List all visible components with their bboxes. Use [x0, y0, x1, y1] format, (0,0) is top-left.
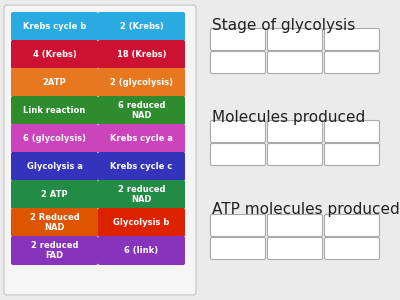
- FancyBboxPatch shape: [268, 238, 322, 260]
- FancyBboxPatch shape: [324, 121, 380, 142]
- FancyBboxPatch shape: [324, 143, 380, 166]
- FancyBboxPatch shape: [98, 236, 185, 265]
- Text: 2 reduced
NAD: 2 reduced NAD: [118, 185, 165, 204]
- FancyBboxPatch shape: [210, 214, 266, 236]
- Text: Glycolysis a: Glycolysis a: [26, 162, 82, 171]
- FancyBboxPatch shape: [268, 143, 322, 166]
- FancyBboxPatch shape: [11, 96, 98, 125]
- FancyBboxPatch shape: [324, 214, 380, 236]
- FancyBboxPatch shape: [98, 180, 185, 209]
- Text: ATP molecules produced: ATP molecules produced: [212, 202, 400, 217]
- FancyBboxPatch shape: [324, 28, 380, 50]
- Text: Link reaction: Link reaction: [23, 106, 86, 115]
- FancyBboxPatch shape: [11, 124, 98, 153]
- Text: 6 reduced
NAD: 6 reduced NAD: [118, 101, 165, 120]
- Text: Krebs cycle c: Krebs cycle c: [110, 162, 173, 171]
- Text: 2 (Krebs): 2 (Krebs): [120, 22, 163, 31]
- FancyBboxPatch shape: [98, 152, 185, 181]
- FancyBboxPatch shape: [98, 40, 185, 69]
- FancyBboxPatch shape: [268, 121, 322, 142]
- Text: 4 (Krebs): 4 (Krebs): [33, 50, 76, 59]
- FancyBboxPatch shape: [210, 238, 266, 260]
- FancyBboxPatch shape: [210, 28, 266, 50]
- FancyBboxPatch shape: [11, 236, 98, 265]
- FancyBboxPatch shape: [98, 208, 185, 237]
- Text: 2ATP: 2ATP: [43, 78, 66, 87]
- FancyBboxPatch shape: [11, 208, 98, 237]
- Text: 2 ATP: 2 ATP: [41, 190, 68, 199]
- Text: 18 (Krebs): 18 (Krebs): [117, 50, 166, 59]
- Text: Glycolysis b: Glycolysis b: [113, 218, 170, 227]
- FancyBboxPatch shape: [210, 143, 266, 166]
- Text: 6 (link): 6 (link): [124, 246, 158, 255]
- Text: 2 Reduced
NAD: 2 Reduced NAD: [30, 213, 79, 232]
- FancyBboxPatch shape: [11, 40, 98, 69]
- FancyBboxPatch shape: [268, 28, 322, 50]
- FancyBboxPatch shape: [324, 238, 380, 260]
- Text: Stage of glycolysis: Stage of glycolysis: [212, 18, 355, 33]
- Text: Molecules produced: Molecules produced: [212, 110, 365, 125]
- FancyBboxPatch shape: [210, 121, 266, 142]
- Text: 6 (glycolysis): 6 (glycolysis): [23, 134, 86, 143]
- FancyBboxPatch shape: [98, 124, 185, 153]
- FancyBboxPatch shape: [98, 68, 185, 97]
- FancyBboxPatch shape: [11, 152, 98, 181]
- FancyBboxPatch shape: [4, 5, 196, 295]
- FancyBboxPatch shape: [11, 68, 98, 97]
- FancyBboxPatch shape: [268, 214, 322, 236]
- Text: 2 (glycolysis): 2 (glycolysis): [110, 78, 173, 87]
- FancyBboxPatch shape: [11, 12, 98, 41]
- FancyBboxPatch shape: [11, 180, 98, 209]
- FancyBboxPatch shape: [98, 96, 185, 125]
- FancyBboxPatch shape: [268, 52, 322, 74]
- FancyBboxPatch shape: [98, 12, 185, 41]
- FancyBboxPatch shape: [324, 52, 380, 74]
- Text: Krebs cycle b: Krebs cycle b: [23, 22, 86, 31]
- Text: 2 reduced
FAD: 2 reduced FAD: [31, 241, 78, 260]
- Text: Krebs cycle a: Krebs cycle a: [110, 134, 173, 143]
- FancyBboxPatch shape: [210, 52, 266, 74]
